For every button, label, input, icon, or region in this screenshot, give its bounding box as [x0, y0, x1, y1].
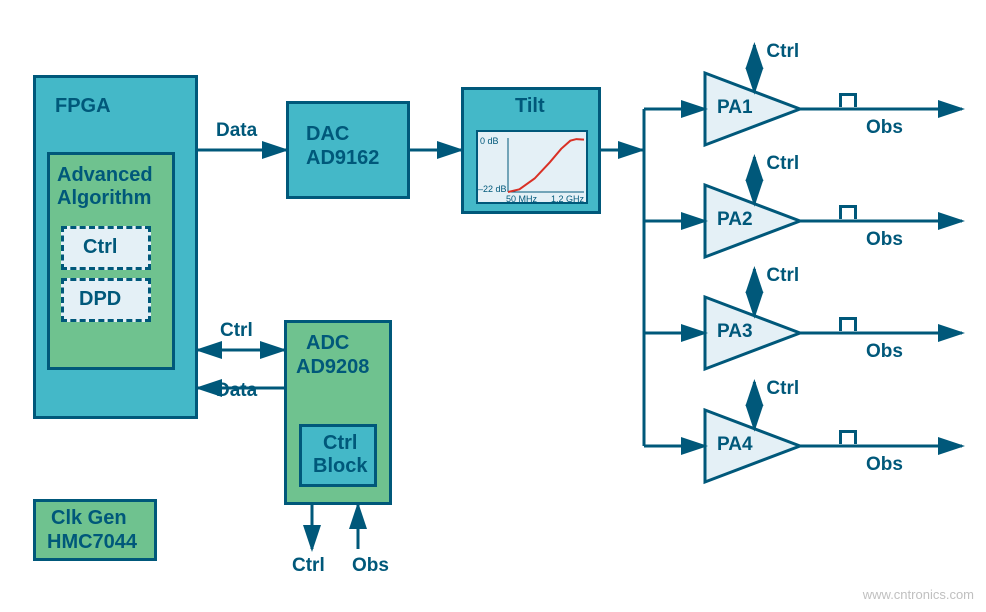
- adc-fpga-data-label: Data: [216, 380, 257, 402]
- pa1-label: PA1: [717, 97, 753, 119]
- pa3-obs-label: Obs: [866, 341, 903, 363]
- dac-label1: DAC: [306, 123, 349, 146]
- fpga-dac-data-label: Data: [216, 120, 257, 142]
- tilt-ymin: –22 dB: [478, 184, 507, 194]
- algo-dpd-label: DPD: [79, 288, 121, 311]
- pa3-ctrl-label: Ctrl: [766, 265, 799, 287]
- pa2-obs-label: Obs: [866, 229, 903, 251]
- tilt-title: Tilt: [515, 95, 545, 118]
- fpga-adc-ctrl-label: Ctrl: [220, 320, 253, 342]
- pa4-obs-label: Obs: [866, 454, 903, 476]
- algo-ctrl-label: Ctrl: [83, 236, 117, 259]
- pa4-label: PA4: [717, 434, 753, 456]
- adc-ctrl-label: Ctrl Block: [313, 432, 367, 478]
- adc-obs-in-label: Obs: [352, 555, 389, 577]
- adc-ctrl-out-label: Ctrl: [292, 555, 325, 577]
- pa4-ctrl-label: Ctrl: [766, 378, 799, 400]
- tilt-ymax: 0 dB: [480, 136, 499, 146]
- pa1-obs-label: Obs: [866, 117, 903, 139]
- obs-tap-2: [839, 205, 857, 219]
- adc-label2: AD9208: [296, 356, 369, 379]
- pa3-label: PA3: [717, 321, 753, 343]
- pa2-ctrl-label: Ctrl: [766, 153, 799, 175]
- pa1-ctrl-label: Ctrl: [766, 41, 799, 63]
- tilt-xmin: 50 MHz: [506, 194, 537, 204]
- dac-label2: AD9162: [306, 147, 379, 170]
- pa2-label: PA2: [717, 209, 753, 231]
- algorithm-label: Advanced Algorithm: [57, 164, 153, 210]
- clk-label2: HMC7044: [47, 531, 137, 554]
- obs-tap-4: [839, 430, 857, 444]
- clk-label1: Clk Gen: [51, 507, 127, 530]
- adc-label1: ADC: [306, 332, 349, 355]
- tilt-xmax: 1.2 GHz: [551, 194, 584, 204]
- tilt-chart: 0 dB –22 dB50 MHz 1.2 GHz: [476, 130, 588, 204]
- obs-tap-3: [839, 317, 857, 331]
- fpga-label: FPGA: [55, 95, 111, 118]
- watermark: www.cntronics.com: [863, 587, 974, 602]
- obs-tap-1: [839, 93, 857, 107]
